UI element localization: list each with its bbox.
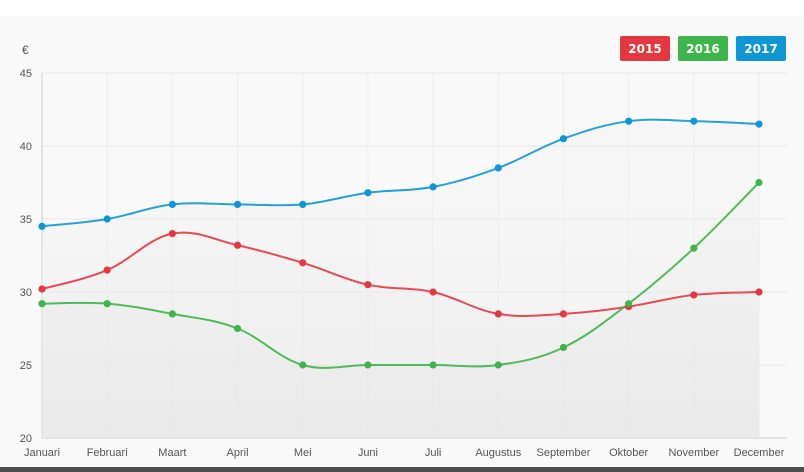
data-point-2015-september[interactable] xyxy=(559,310,568,318)
x-tick-label: Oktober xyxy=(609,447,648,459)
data-point-2015-juli[interactable] xyxy=(429,288,437,296)
data-point-2017-augustus[interactable] xyxy=(494,164,502,172)
data-point-2016-januari[interactable] xyxy=(38,300,46,308)
legend-item-2016[interactable]: 2016 xyxy=(678,36,728,61)
data-point-2017-september[interactable] xyxy=(559,135,568,143)
legend-item-2015[interactable]: 2015 xyxy=(620,36,670,61)
bottom-bar xyxy=(0,467,804,472)
data-point-2016-november[interactable] xyxy=(690,244,698,252)
data-point-2016-maart[interactable] xyxy=(168,310,176,318)
data-point-2016-juni[interactable] xyxy=(364,361,372,369)
data-point-2015-januari[interactable] xyxy=(38,285,46,293)
x-tick-label: December xyxy=(734,447,785,459)
y-tick-label: 40 xyxy=(20,141,32,153)
data-point-2016-december[interactable] xyxy=(755,178,763,187)
data-point-2017-juni[interactable] xyxy=(364,189,372,197)
y-tick-label: 30 xyxy=(20,287,32,299)
area-fill-2017 xyxy=(42,119,759,439)
series-line-2015 xyxy=(41,231,760,317)
data-point-2017-maart[interactable] xyxy=(168,200,176,208)
data-point-2017-juli[interactable] xyxy=(429,183,437,191)
data-point-2015-december[interactable] xyxy=(755,288,763,296)
series-lines xyxy=(41,118,760,369)
data-point-2017-december[interactable] xyxy=(755,120,763,128)
x-tick-label: Maart xyxy=(158,447,186,459)
data-point-2016-juli[interactable] xyxy=(429,361,437,369)
data-point-2015-maart[interactable] xyxy=(168,230,176,238)
x-tick-label: Januari xyxy=(24,447,60,459)
data-point-2015-mei[interactable] xyxy=(299,259,307,267)
series-line-2017 xyxy=(41,118,760,228)
data-point-2017-november[interactable] xyxy=(690,117,698,125)
y-tick-label: 25 xyxy=(20,360,32,372)
y-axis-unit-label: € xyxy=(22,43,29,57)
x-tick-label: Mei xyxy=(294,447,312,459)
x-tick-label: November xyxy=(668,447,719,459)
series-points xyxy=(38,117,763,369)
series-line-2016 xyxy=(41,181,760,369)
x-tick-label: Augustus xyxy=(475,447,521,459)
data-point-2016-augustus[interactable] xyxy=(494,361,502,369)
chart-legend: 2015 2016 2017 xyxy=(620,36,786,61)
area-fills xyxy=(42,119,759,439)
x-tick-label: Februari xyxy=(87,447,128,459)
x-tick-label: Juni xyxy=(358,447,378,459)
data-point-2017-mei[interactable] xyxy=(299,200,307,208)
x-axis-ticks: Januari Februari Maart April Mei Juni Juli Augu… xyxy=(24,447,785,459)
data-point-2016-oktober[interactable] xyxy=(625,300,633,308)
data-point-2017-april[interactable] xyxy=(233,200,242,208)
data-point-2016-september[interactable] xyxy=(559,343,568,352)
legend-item-2017[interactable]: 2017 xyxy=(736,36,786,61)
data-point-2015-april[interactable] xyxy=(233,241,242,249)
data-point-2016-mei[interactable] xyxy=(299,361,307,369)
data-point-2016-april[interactable] xyxy=(233,324,242,333)
data-point-2015-augustus[interactable] xyxy=(494,310,502,318)
data-point-2017-oktober[interactable] xyxy=(625,117,633,125)
x-tick-label: Juli xyxy=(425,447,442,459)
data-point-2015-juni[interactable] xyxy=(364,281,372,289)
data-point-2016-februari[interactable] xyxy=(103,300,111,308)
x-tick-label: September xyxy=(537,447,591,459)
data-point-2015-februari[interactable] xyxy=(103,266,111,274)
data-point-2017-februari[interactable] xyxy=(103,215,111,223)
data-point-2015-november[interactable] xyxy=(690,291,698,299)
x-tick-label: April xyxy=(227,447,249,459)
y-tick-label: 20 xyxy=(20,433,32,445)
y-tick-label: 35 xyxy=(20,214,32,226)
data-point-2017-januari[interactable] xyxy=(38,222,46,230)
y-axis-ticks: 20 25 30 35 40 45 xyxy=(20,68,32,445)
y-tick-label: 45 xyxy=(20,68,32,80)
